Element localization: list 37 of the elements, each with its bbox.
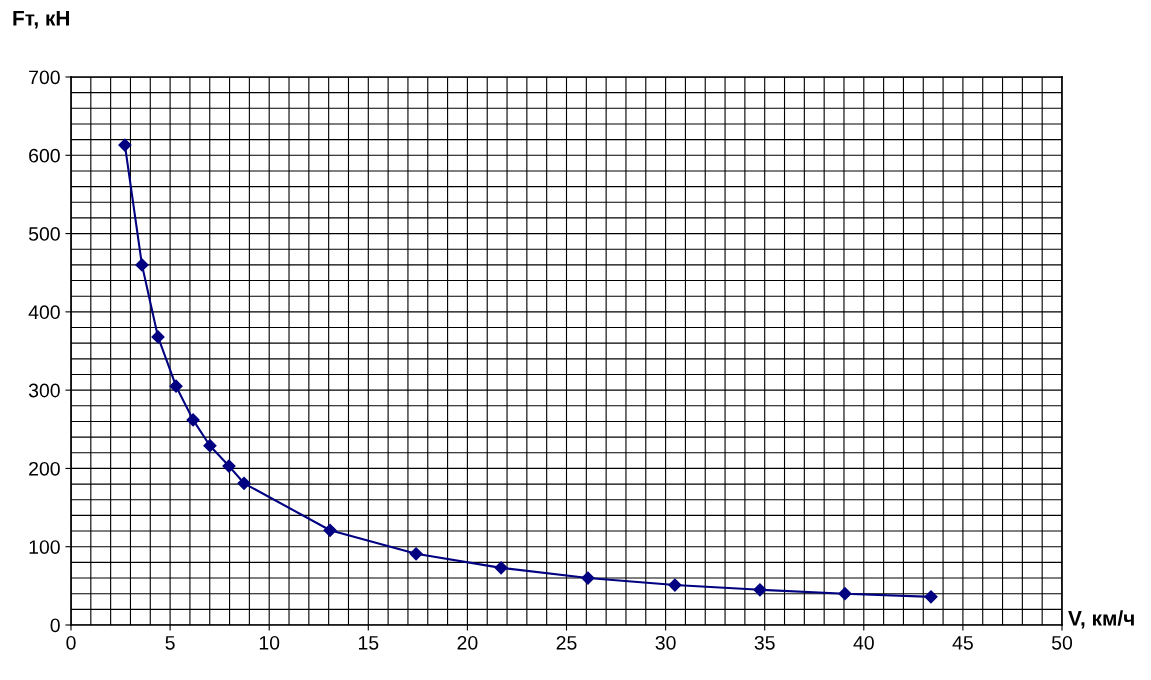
point [581,571,595,585]
y-tick-label: 400 [28,305,60,320]
x-tick-label: 0 [66,635,76,650]
point [237,476,251,490]
point [135,258,149,272]
x-tick-label: 25 [556,635,577,650]
x-tick-label: 15 [358,636,379,650]
x-tick-label: 10 [259,635,280,650]
y-axis-title: Fт, кН [13,11,70,29]
point [323,523,337,537]
y-tick-label: 200 [29,461,60,476]
x-tick-label: 40 [853,635,874,650]
point [151,330,165,344]
y-tick-label: 300 [28,383,60,398]
x-tick-label: 35 [754,635,775,650]
y-tick-label: 100 [29,540,60,554]
point [169,379,183,393]
x-tick-label: 30 [655,635,676,650]
point [924,590,938,604]
x-tick-label: 5 [165,636,175,650]
point [118,138,132,152]
point [186,413,200,427]
x-tick-label: 20 [457,635,478,650]
x-axis-title: V, км/ч [1068,610,1134,629]
point [409,547,423,561]
x-tick-label: 45 [952,636,973,650]
y-tick-label: 700 [29,70,60,85]
point [838,587,852,601]
point [753,583,767,597]
point [494,561,508,575]
point [222,459,236,473]
point [203,439,217,453]
y-tick-label: 500 [28,227,60,241]
y-tick-label: 600 [29,148,60,163]
point [668,578,682,592]
y-tick-label: 0 [50,618,60,633]
x-tick-label: 50 [1051,635,1073,650]
